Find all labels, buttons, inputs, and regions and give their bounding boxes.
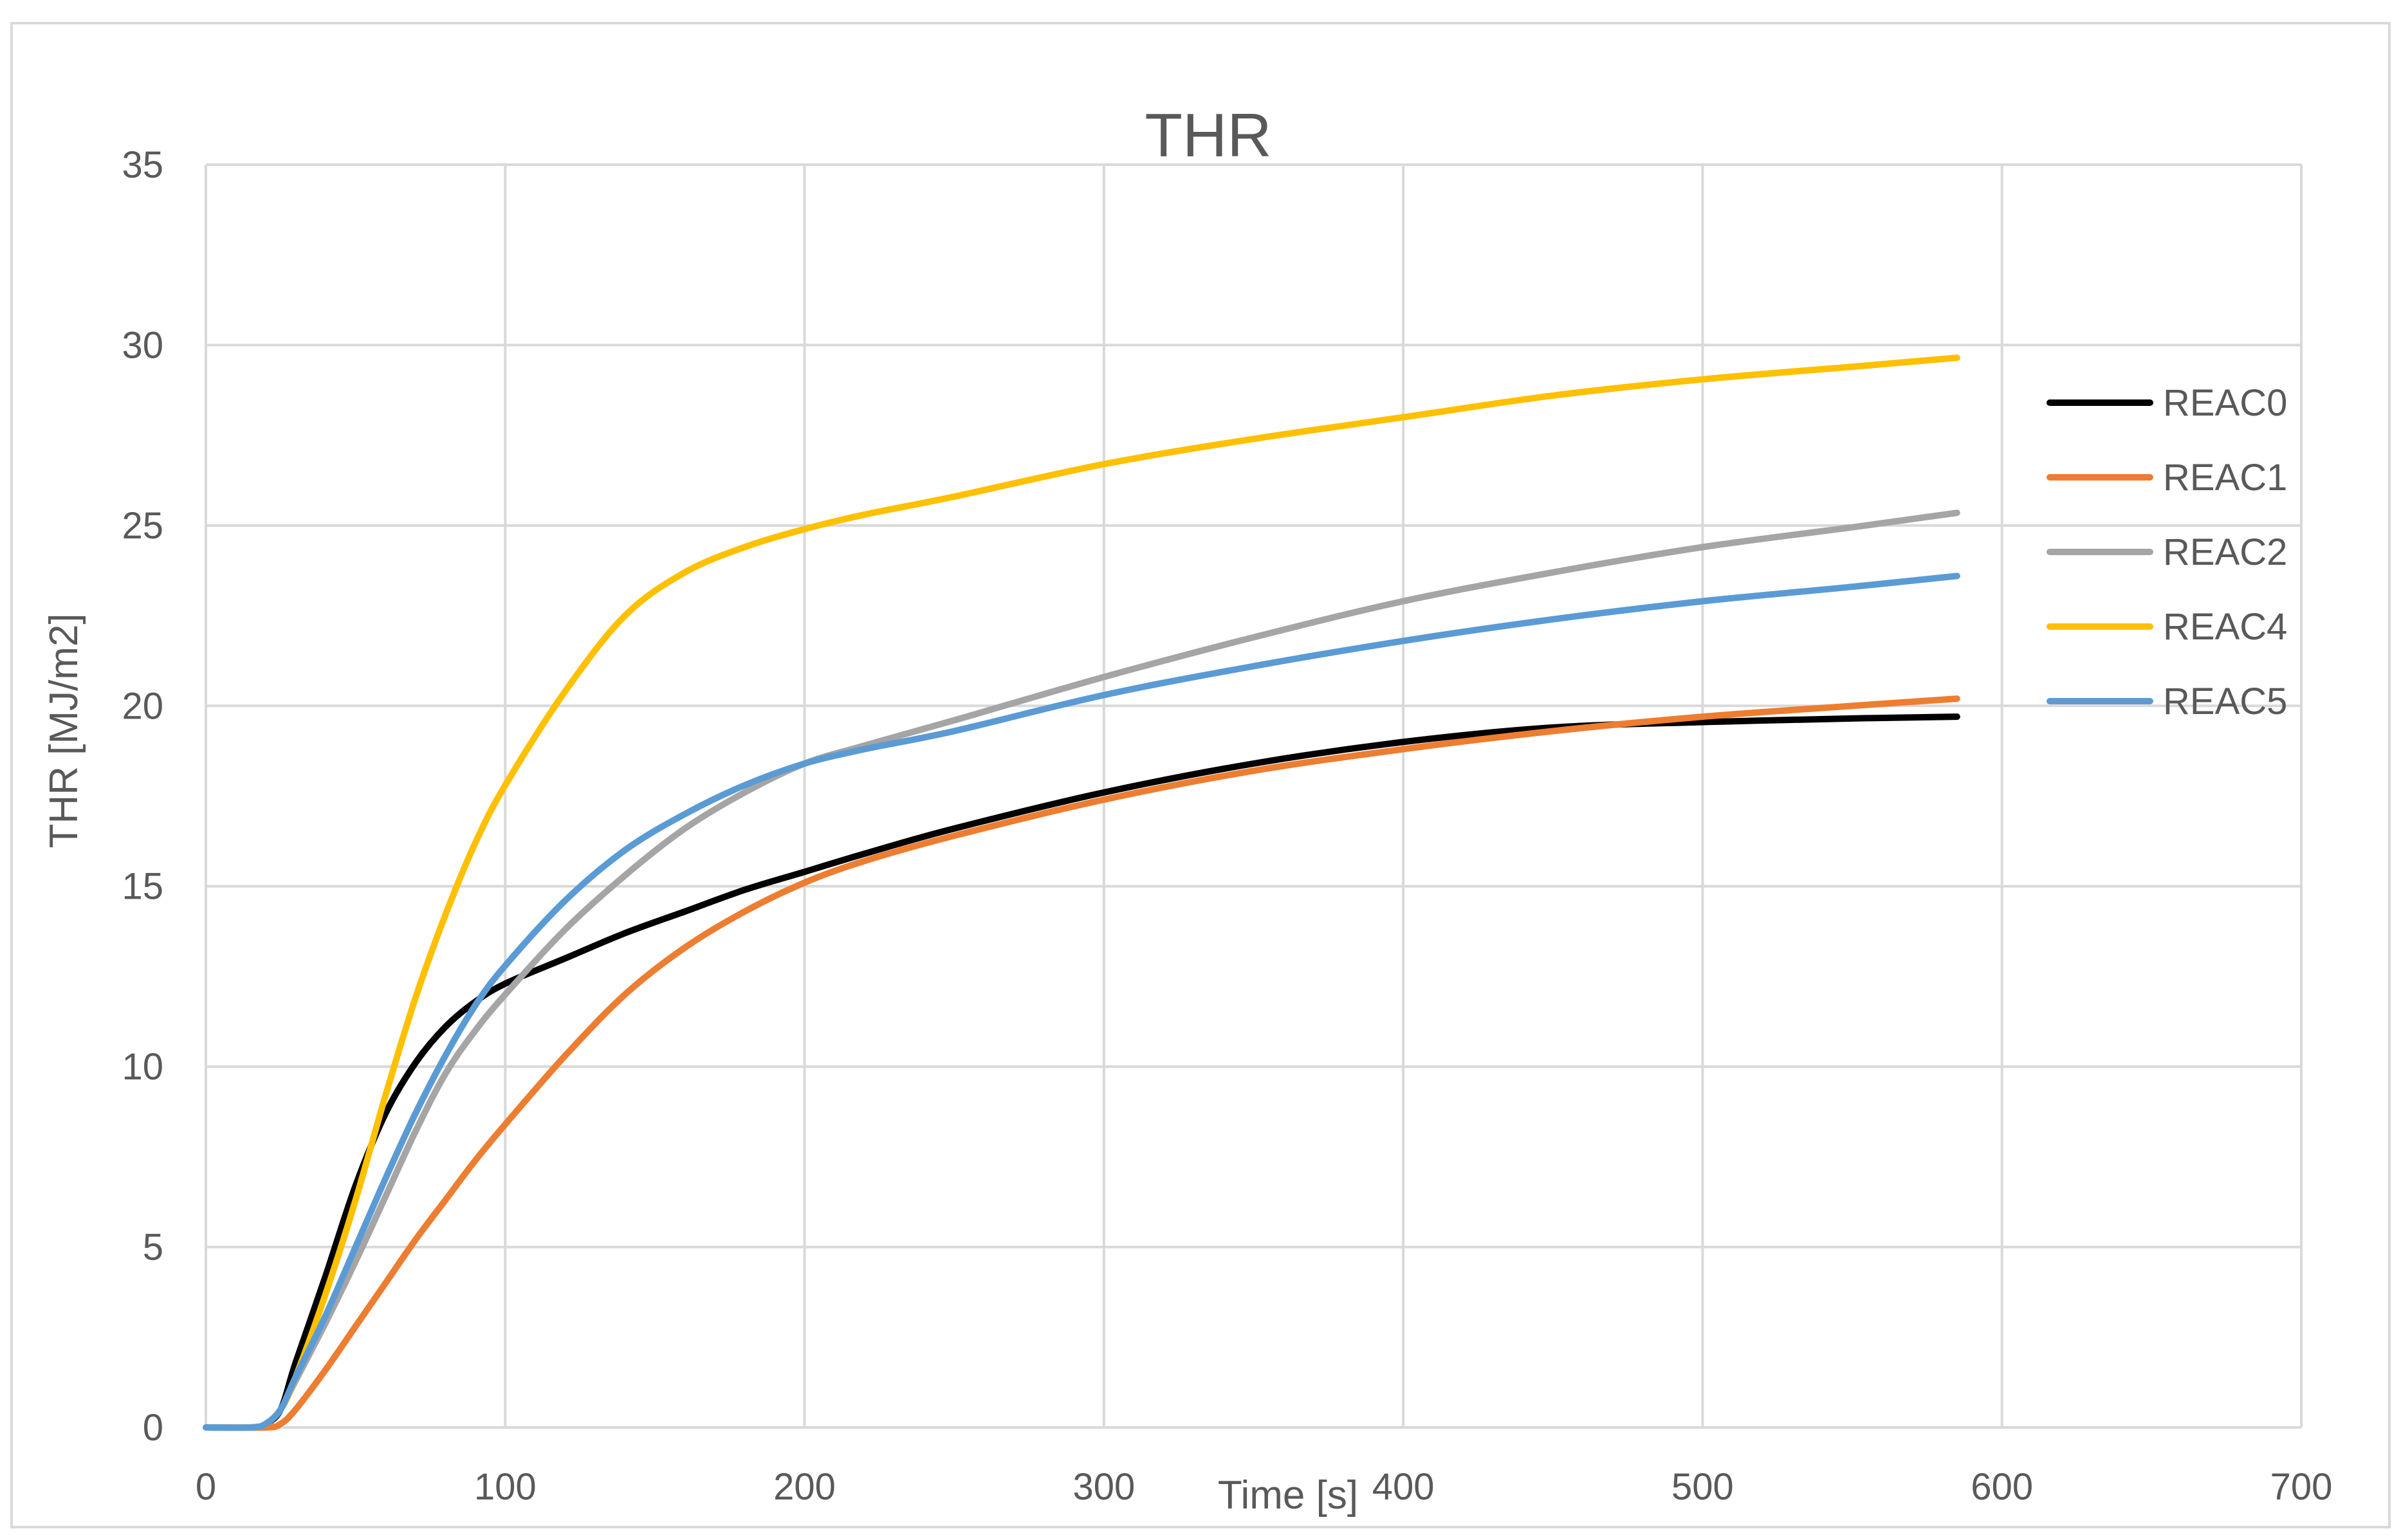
x-tick-label: 700	[2270, 1466, 2333, 1508]
chart-title: THR	[1145, 101, 1271, 170]
y-tick-label: 20	[122, 685, 163, 727]
chart-frame: 0 5 10 15 20 25 30 35 0 100 200 300 400 500 600 700 THR…	[10, 22, 2391, 1528]
y-tick-label: 25	[122, 505, 163, 547]
x-tick-label: 0	[196, 1466, 216, 1508]
x-tick-label: 100	[474, 1466, 537, 1508]
legend: REAC0 REAC1 REAC2 REAC4 REAC5	[2047, 382, 2287, 722]
legend-label-reac4: REAC4	[2163, 606, 2287, 648]
series-line-reac4	[203, 354, 1960, 1431]
legend-label-reac5: REAC5	[2163, 681, 2287, 722]
series-lines	[203, 354, 1960, 1431]
axis-ticks: 0 5 10 15 20 25 30 35 0 100 200 300 400 500 600 700	[122, 144, 2332, 1508]
legend-label-reac0: REAC0	[2163, 382, 2287, 424]
y-tick-label: 10	[122, 1046, 163, 1088]
legend-label-reac2: REAC2	[2163, 531, 2287, 573]
y-tick-label: 15	[122, 866, 163, 908]
thr-line-chart: 0 5 10 15 20 25 30 35 0 100 200 300 400 500 600 700 THR…	[42, 101, 2332, 1517]
legend-label-reac1: REAC1	[2163, 457, 2287, 499]
series-line-reac2	[203, 509, 1960, 1431]
x-tick-label: 500	[1671, 1466, 1734, 1508]
series-line-reac0	[203, 713, 1960, 1431]
x-tick-label: 200	[773, 1466, 836, 1508]
x-tick-label: 600	[1971, 1466, 2033, 1508]
x-tick-label: 400	[1372, 1466, 1435, 1508]
y-tick-label: 30	[122, 324, 163, 366]
x-axis-title: Time [s]	[1218, 1473, 1358, 1517]
series-line-reac5	[203, 573, 1960, 1431]
y-tick-label: 35	[122, 144, 163, 186]
series-line-reac1	[203, 695, 1960, 1431]
x-tick-label: 300	[1072, 1466, 1135, 1508]
y-axis-title: THR [MJ/m2]	[42, 613, 86, 848]
y-tick-label: 0	[143, 1407, 163, 1449]
gridlines	[205, 163, 2303, 1429]
y-tick-label: 5	[143, 1227, 163, 1269]
